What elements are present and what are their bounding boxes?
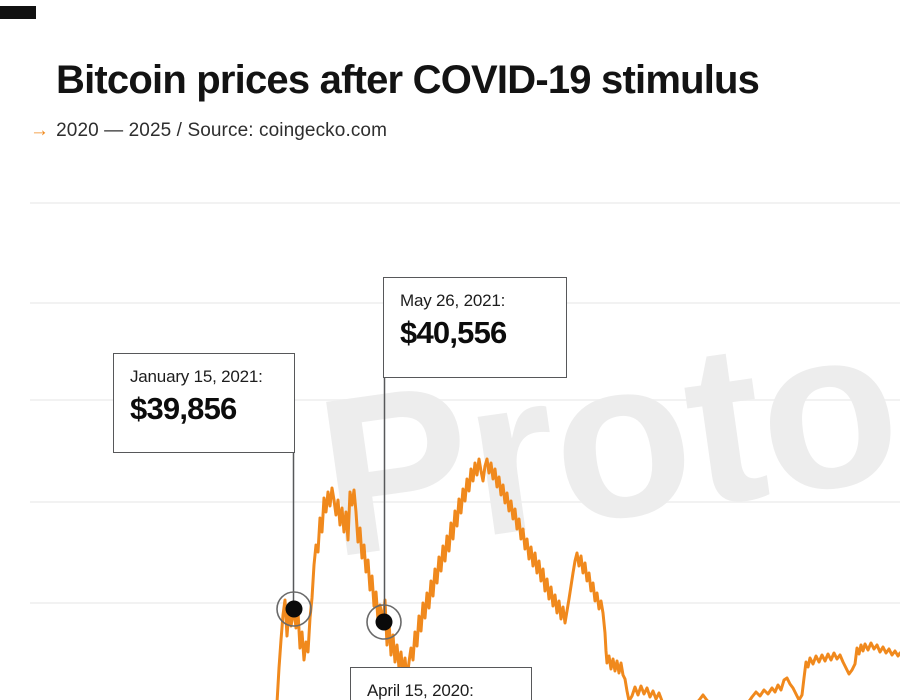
chart-subtitle: → 2020 — 2025 / Source: coingecko.com: [30, 120, 387, 142]
marker-dot: [375, 613, 393, 631]
subtitle-text: 2020 — 2025 / Source: coingecko.com: [56, 120, 388, 141]
marker-ring: [276, 591, 312, 627]
annotation-value: $40,556: [400, 314, 507, 350]
bitcoin-price-line: [275, 457, 900, 700]
annotation-box-may-26-2021: May 26, 2021: $40,556: [383, 277, 567, 378]
annotation-value: $39,856: [130, 390, 237, 426]
annotation-date: May 26, 2021:: [400, 291, 506, 310]
chart-title: Bitcoin prices after COVID-19 stimulus: [56, 58, 760, 102]
annotation-box-april-15-2020: April 15, 2020:: [350, 667, 532, 700]
marker-ring: [366, 604, 402, 640]
annotation-date: April 15, 2020:: [367, 681, 474, 700]
annotation-box-january-15-2021: January 15, 2021: $39,856: [113, 353, 295, 453]
marker-dot: [285, 600, 303, 618]
arrow-right-icon: →: [30, 120, 50, 141]
annotation-date: January 15, 2021:: [130, 367, 263, 386]
protos-logo-mark: [0, 6, 36, 19]
